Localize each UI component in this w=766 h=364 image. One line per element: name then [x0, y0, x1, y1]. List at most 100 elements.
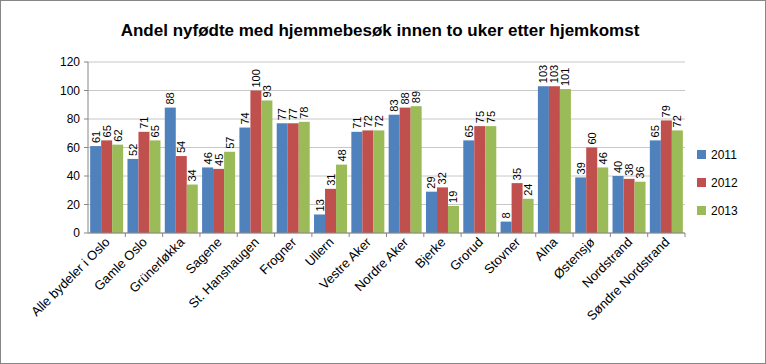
data-label: 24 [522, 184, 534, 196]
bar [351, 132, 362, 233]
bar [277, 123, 288, 233]
bar [202, 167, 213, 233]
data-label: 101 [559, 68, 571, 86]
data-label: 54 [175, 141, 187, 153]
bar [501, 222, 512, 233]
data-label: 39 [575, 162, 587, 174]
data-label: 60 [586, 132, 598, 144]
x-tick [573, 233, 574, 237]
x-tick-label: St. Hanshaugen [185, 235, 262, 312]
data-labels: 6152884674771371832965810339406565715445… [90, 65, 684, 219]
bar [661, 120, 672, 233]
y-tick-label: 120 [60, 55, 80, 69]
x-tick [274, 233, 275, 237]
bar [250, 91, 261, 234]
legend-swatch [697, 178, 706, 187]
bar [325, 189, 336, 233]
data-label: 72 [373, 115, 385, 127]
bar [400, 108, 411, 233]
x-tick-label: Alna [532, 234, 562, 264]
bar [586, 148, 597, 234]
data-label: 88 [164, 92, 176, 104]
data-label: 65 [649, 125, 661, 137]
bar [538, 86, 549, 233]
x-tick [311, 233, 312, 237]
bar [485, 126, 496, 233]
title: Andel nyfødte med hjemmebesøk innen to u… [121, 21, 640, 40]
y-axis [88, 62, 89, 233]
legend: 201120122013 [697, 148, 738, 218]
data-label: 32 [436, 172, 448, 184]
bars [90, 86, 683, 233]
x-tick [386, 233, 387, 237]
bar [523, 199, 534, 233]
data-label: 45 [213, 154, 225, 166]
bar [389, 115, 400, 233]
x-tick-label: Bjerke [412, 235, 449, 272]
data-label: 13 [314, 199, 326, 211]
legend-label: 2013 [711, 204, 738, 218]
x-tick [237, 233, 238, 237]
x-tick-label: Stovner [481, 234, 524, 277]
bar [373, 130, 384, 233]
bar [165, 108, 176, 233]
bar [261, 100, 272, 233]
data-label: 35 [511, 168, 523, 180]
data-label: 75 [485, 111, 497, 123]
y-tick [84, 119, 88, 120]
bar [299, 122, 310, 233]
y-tick-label: 40 [67, 169, 81, 183]
grid-line [88, 119, 685, 120]
bar [187, 185, 198, 233]
data-label: 78 [298, 107, 310, 119]
bar [149, 140, 160, 233]
x-tick [498, 233, 499, 237]
bar [112, 145, 123, 233]
bar [437, 187, 448, 233]
bar [672, 130, 683, 233]
x-tick [199, 233, 200, 237]
data-label: 46 [597, 152, 609, 164]
data-label: 93 [261, 85, 273, 97]
x-tick [461, 233, 462, 237]
bar [448, 206, 459, 233]
bar [176, 156, 187, 233]
bar [575, 177, 586, 233]
data-label: 36 [634, 166, 646, 178]
x-tick-label: Søndre Nordstrand [584, 235, 673, 324]
y-tick [84, 90, 88, 91]
y-tick-label: 60 [67, 141, 81, 155]
y-tick-label: 100 [60, 84, 80, 98]
x-tick [647, 233, 648, 237]
data-label: 65 [149, 125, 161, 137]
x-tick [349, 233, 350, 237]
y-tick [84, 233, 88, 234]
legend-label: 2012 [711, 176, 738, 190]
x-tick [423, 233, 424, 237]
x-tick-label: Nordre Aker [352, 234, 412, 294]
x-tick-label: Grünerløkka [126, 234, 188, 296]
x-tick [685, 233, 686, 237]
data-label: 19 [447, 191, 459, 203]
y-tick [84, 147, 88, 148]
x-tick-label: Ullern [302, 235, 337, 270]
data-label: 74 [239, 112, 251, 124]
bar [90, 146, 101, 233]
data-label: 31 [325, 174, 337, 186]
bar [362, 130, 373, 233]
data-label: 48 [336, 149, 348, 161]
x-tick [125, 233, 126, 237]
y-tick [84, 176, 88, 177]
legend-swatch [697, 206, 706, 215]
data-label: 100 [250, 69, 262, 87]
bar [560, 89, 571, 233]
bar [650, 140, 661, 233]
data-label: 62 [112, 129, 124, 141]
y-tick [84, 204, 88, 205]
grid-line [88, 90, 685, 91]
data-label: 72 [671, 115, 683, 127]
data-label: 89 [410, 91, 422, 103]
bar [224, 152, 235, 233]
bar [101, 140, 112, 233]
bar [474, 126, 485, 233]
